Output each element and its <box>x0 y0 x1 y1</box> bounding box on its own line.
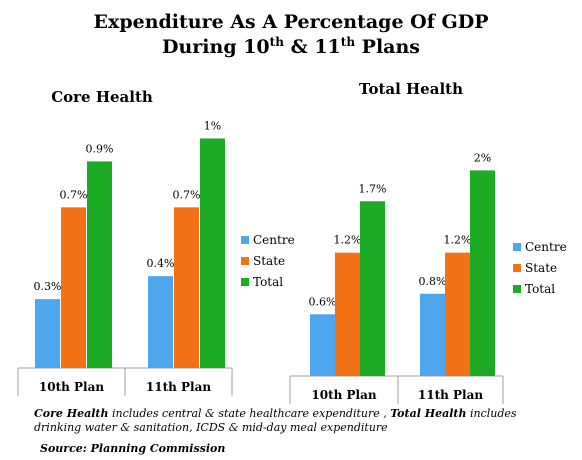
core-bar-centre-0 <box>35 299 60 368</box>
core-legend-swatch-state <box>241 257 249 265</box>
core-panel-title: Core Health <box>51 88 153 106</box>
core-health-chart: Core Health 0.3% 0.7% 0.9% 10th Plan 0.4% 0.7%… <box>17 88 295 396</box>
core-bar-total-1 <box>200 138 225 368</box>
total-data-label-state-1: 1.2% <box>444 234 472 247</box>
footnote-line-2: drinking water & sanitation, ICDS & mid-… <box>34 421 388 434</box>
total-data-label-total-1: 2% <box>474 151 491 164</box>
core-legend-swatch-centre <box>241 236 249 244</box>
total-legend-swatch-state <box>513 264 521 272</box>
total-data-label-total-0: 1.7% <box>359 182 387 195</box>
total-health-chart: Total Health 0.6% 1.2% 1.7% 10th Plan 0.8% 1.2… <box>289 80 567 404</box>
total-legend-label-centre: Centre <box>525 240 567 254</box>
total-panel-title: Total Health <box>359 80 463 98</box>
total-bar-total-1 <box>470 170 495 376</box>
source-note: Source: Planning Commission <box>40 442 225 455</box>
core-bar-state-1 <box>174 207 199 368</box>
core-data-label-state-0: 0.7% <box>60 188 88 201</box>
core-category-label-1: 11th Plan <box>146 380 212 394</box>
core-data-label-total-1: 1% <box>204 119 221 132</box>
total-bar-total-0 <box>360 201 385 376</box>
total-category-label-0: 10th Plan <box>311 388 377 402</box>
total-category-label-1: 11th Plan <box>418 388 484 402</box>
core-bar-total-0 <box>87 161 112 368</box>
core-category-label-0: 10th Plan <box>39 380 105 394</box>
core-legend-swatch-total <box>241 278 249 286</box>
core-data-label-centre-0: 0.3% <box>34 280 62 293</box>
total-legend-label-state: State <box>525 261 557 275</box>
core-data-label-state-1: 0.7% <box>173 188 201 201</box>
chart-subtitle: During 10th & 11th Plans <box>162 35 420 58</box>
total-data-label-centre-0: 0.6% <box>309 295 337 308</box>
total-legend-swatch-centre <box>513 243 521 251</box>
total-bar-centre-0 <box>310 314 335 376</box>
chart-title: Expenditure As A Percentage Of GDP <box>94 11 489 33</box>
core-bar-state-0 <box>61 207 86 368</box>
core-data-label-centre-1: 0.4% <box>147 257 175 270</box>
total-bar-centre-1 <box>420 293 445 376</box>
footnote-line-1: Core Health includes central & state hea… <box>34 407 517 420</box>
core-bar-centre-1 <box>148 276 173 368</box>
core-legend-label-state: State <box>253 254 285 268</box>
total-data-label-state-0: 1.2% <box>334 234 362 247</box>
core-legend-label-total: Total <box>253 275 283 289</box>
total-legend-label-total: Total <box>525 282 555 296</box>
total-bar-state-1 <box>445 252 470 376</box>
total-data-label-centre-1: 0.8% <box>419 275 447 288</box>
core-data-label-total-0: 0.9% <box>86 142 114 155</box>
total-legend-swatch-total <box>513 285 521 293</box>
total-bar-state-0 <box>335 252 360 376</box>
core-legend-label-centre: Centre <box>253 233 295 247</box>
